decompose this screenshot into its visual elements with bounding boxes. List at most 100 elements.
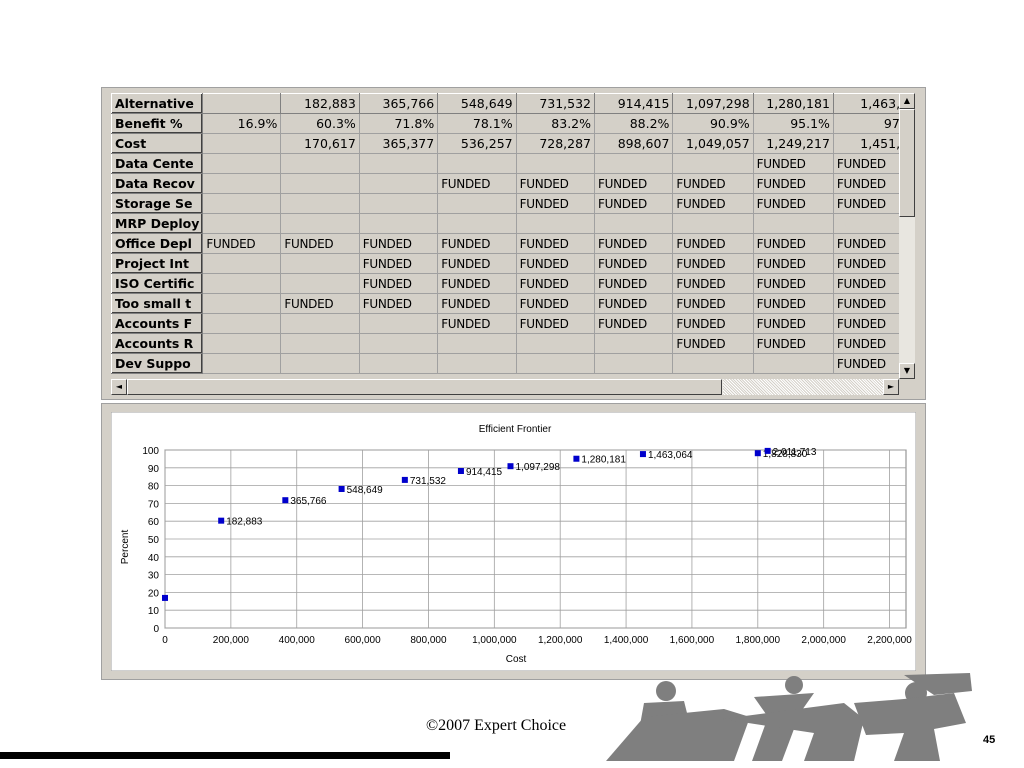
value-cell[interactable]: 1,097,298 <box>672 93 754 114</box>
funded-cell[interactable]: FUNDED <box>752 173 834 194</box>
row-header[interactable]: Project Int <box>111 253 204 274</box>
empty-cell[interactable] <box>358 193 439 214</box>
funded-cell[interactable]: FUNDED <box>832 333 912 354</box>
empty-cell[interactable] <box>515 333 596 354</box>
value-cell[interactable]: 914,415 <box>594 93 674 114</box>
empty-cell[interactable] <box>280 193 360 214</box>
empty-cell[interactable] <box>437 213 517 234</box>
funded-cell[interactable]: FUNDED <box>594 193 674 214</box>
funded-cell[interactable]: FUNDED <box>358 273 439 294</box>
value-cell[interactable]: 1,249,217 <box>752 133 834 154</box>
funded-cell[interactable]: FUNDED <box>437 233 517 254</box>
value-cell[interactable]: 78.1% <box>437 113 517 134</box>
arrow-up-icon[interactable]: ▲ <box>899 93 915 109</box>
funded-cell[interactable]: FUNDED <box>752 333 834 354</box>
empty-cell[interactable] <box>280 333 360 354</box>
funded-cell[interactable]: FUNDED <box>832 273 912 294</box>
funded-cell[interactable]: FUNDED <box>752 153 834 174</box>
funded-cell[interactable]: FUNDED <box>515 253 596 274</box>
funded-cell[interactable]: FUNDED <box>832 193 912 214</box>
empty-cell[interactable] <box>280 313 360 334</box>
funded-cell[interactable]: FUNDED <box>752 293 834 314</box>
empty-cell[interactable] <box>358 333 439 354</box>
vertical-scroll-thumb[interactable] <box>899 109 915 217</box>
row-header[interactable]: Accounts F <box>111 313 204 334</box>
row-header[interactable]: ISO Certific <box>111 273 204 294</box>
empty-cell[interactable] <box>437 193 517 214</box>
alternatives-grid[interactable]: Alternative 182,883 365,766 548,649 731,532 9… <box>111 93 912 379</box>
empty-cell[interactable] <box>437 353 517 374</box>
funded-cell[interactable]: FUNDED <box>594 233 674 254</box>
funded-cell[interactable]: FUNDED <box>672 293 754 314</box>
value-cell[interactable]: 365,377 <box>358 133 439 154</box>
funded-cell[interactable]: FUNDED <box>515 193 596 214</box>
empty-cell[interactable] <box>437 333 517 354</box>
funded-cell[interactable]: FUNDED <box>437 313 517 334</box>
arrow-left-icon[interactable]: ◄ <box>111 379 127 395</box>
funded-cell[interactable]: FUNDED <box>358 233 439 254</box>
empty-cell[interactable] <box>672 213 754 234</box>
funded-cell[interactable]: FUNDED <box>672 333 754 354</box>
empty-cell[interactable] <box>515 153 596 174</box>
empty-cell[interactable] <box>280 253 360 274</box>
empty-cell[interactable] <box>752 353 834 374</box>
row-header[interactable]: Alternative <box>111 93 204 114</box>
empty-cell[interactable] <box>202 153 282 174</box>
funded-cell[interactable]: FUNDED <box>202 233 282 254</box>
funded-cell[interactable]: FUNDED <box>515 313 596 334</box>
row-header[interactable]: Data Cente <box>111 153 204 174</box>
value-cell[interactable]: 83.2% <box>515 113 596 134</box>
row-header[interactable]: Dev Suppo <box>111 353 204 374</box>
empty-cell[interactable] <box>202 213 282 234</box>
value-cell[interactable]: 16.9% <box>202 113 282 134</box>
value-cell[interactable]: 1,451,3 <box>832 133 912 154</box>
funded-cell[interactable]: FUNDED <box>752 253 834 274</box>
empty-cell[interactable] <box>202 253 282 274</box>
value-cell[interactable]: 548,649 <box>437 93 517 114</box>
funded-cell[interactable]: FUNDED <box>515 233 596 254</box>
funded-cell[interactable]: FUNDED <box>672 233 754 254</box>
funded-cell[interactable]: FUNDED <box>358 253 439 274</box>
funded-cell[interactable]: FUNDED <box>358 293 439 314</box>
horizontal-scrollbar[interactable]: ◄ ► <box>111 379 899 395</box>
empty-cell[interactable] <box>280 353 360 374</box>
value-cell[interactable]: 71.8% <box>358 113 439 134</box>
empty-cell[interactable] <box>280 153 360 174</box>
value-cell[interactable]: 1,049,057 <box>672 133 754 154</box>
value-cell[interactable]: 1,280,181 <box>752 93 834 114</box>
funded-cell[interactable]: FUNDED <box>672 173 754 194</box>
empty-cell[interactable] <box>752 213 834 234</box>
row-header[interactable]: Benefit % <box>111 113 204 134</box>
funded-cell[interactable]: FUNDED <box>437 273 517 294</box>
row-header[interactable]: Storage Se <box>111 193 204 214</box>
empty-cell[interactable] <box>437 153 517 174</box>
funded-cell[interactable]: FUNDED <box>280 293 360 314</box>
empty-cell[interactable] <box>672 153 754 174</box>
empty-cell[interactable] <box>202 273 282 294</box>
empty-cell[interactable] <box>202 193 282 214</box>
row-header[interactable]: MRP Deploy <box>111 213 204 234</box>
funded-cell[interactable]: FUNDED <box>672 253 754 274</box>
horizontal-scroll-thumb[interactable] <box>127 379 722 395</box>
funded-cell[interactable]: FUNDED <box>437 173 517 194</box>
value-cell[interactable]: 95.1% <box>752 113 834 134</box>
empty-cell[interactable] <box>358 313 439 334</box>
value-cell[interactable]: 90.9% <box>672 113 754 134</box>
vertical-scrollbar[interactable]: ▲ ▼ <box>899 93 915 379</box>
empty-cell[interactable] <box>594 333 674 354</box>
funded-cell[interactable]: FUNDED <box>752 233 834 254</box>
row-header[interactable]: Office Depl <box>111 233 204 254</box>
empty-cell[interactable] <box>202 293 282 314</box>
funded-cell[interactable]: FUNDED <box>515 293 596 314</box>
value-cell[interactable]: 170,617 <box>280 133 360 154</box>
funded-cell[interactable]: FUNDED <box>752 193 834 214</box>
row-header[interactable]: Cost <box>111 133 204 154</box>
value-cell[interactable]: 365,766 <box>358 93 439 114</box>
funded-cell[interactable]: FUNDED <box>437 253 517 274</box>
value-cell[interactable]: 728,287 <box>515 133 596 154</box>
value-cell[interactable]: 1,463,0 <box>832 93 912 114</box>
funded-cell[interactable]: FUNDED <box>672 273 754 294</box>
funded-cell[interactable]: FUNDED <box>594 273 674 294</box>
empty-cell[interactable] <box>672 353 754 374</box>
empty-cell[interactable] <box>594 213 674 234</box>
